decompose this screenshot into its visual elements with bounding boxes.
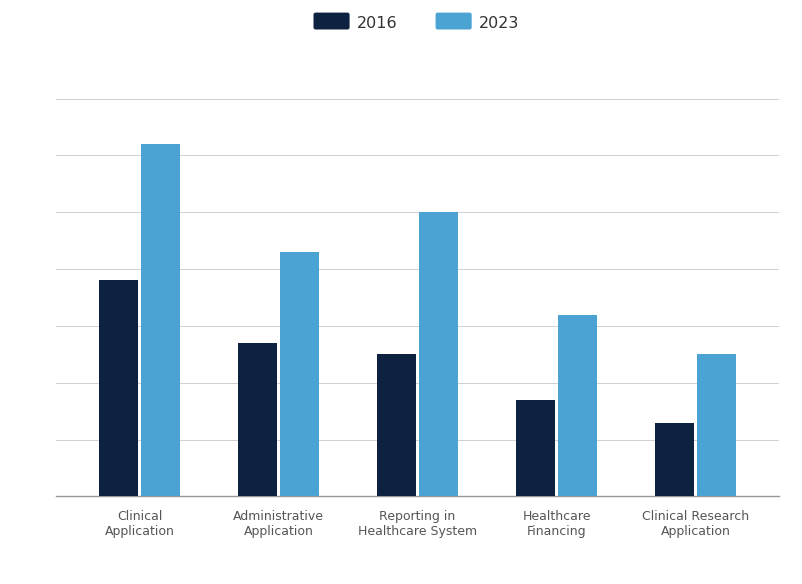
Bar <box>696 354 735 496</box>
Bar <box>557 315 596 496</box>
Legend: 2016, 2023: 2016, 2023 <box>309 10 525 37</box>
Bar <box>654 422 693 496</box>
Bar <box>238 343 277 496</box>
Bar <box>377 354 415 496</box>
Bar <box>99 280 138 496</box>
Bar <box>280 252 318 496</box>
Bar <box>419 212 457 496</box>
Bar <box>141 144 180 496</box>
Bar <box>516 400 554 496</box>
